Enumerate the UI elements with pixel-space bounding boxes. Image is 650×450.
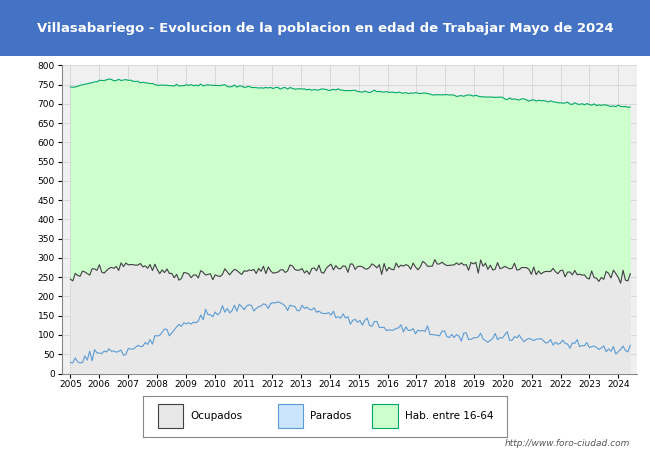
Text: Parados: Parados [311, 411, 352, 421]
Text: Ocupados: Ocupados [190, 411, 242, 421]
Text: http://www.foro-ciudad.com: http://www.foro-ciudad.com [505, 439, 630, 448]
Bar [157, 404, 183, 428]
Text: Villasabariego - Evolucion de la poblacion en edad de Trabajar Mayo de 2024: Villasabariego - Evolucion de la poblaci… [36, 22, 614, 35]
Text: Hab. entre 16-64: Hab. entre 16-64 [405, 411, 493, 421]
Bar [372, 404, 398, 428]
Bar [278, 404, 303, 428]
